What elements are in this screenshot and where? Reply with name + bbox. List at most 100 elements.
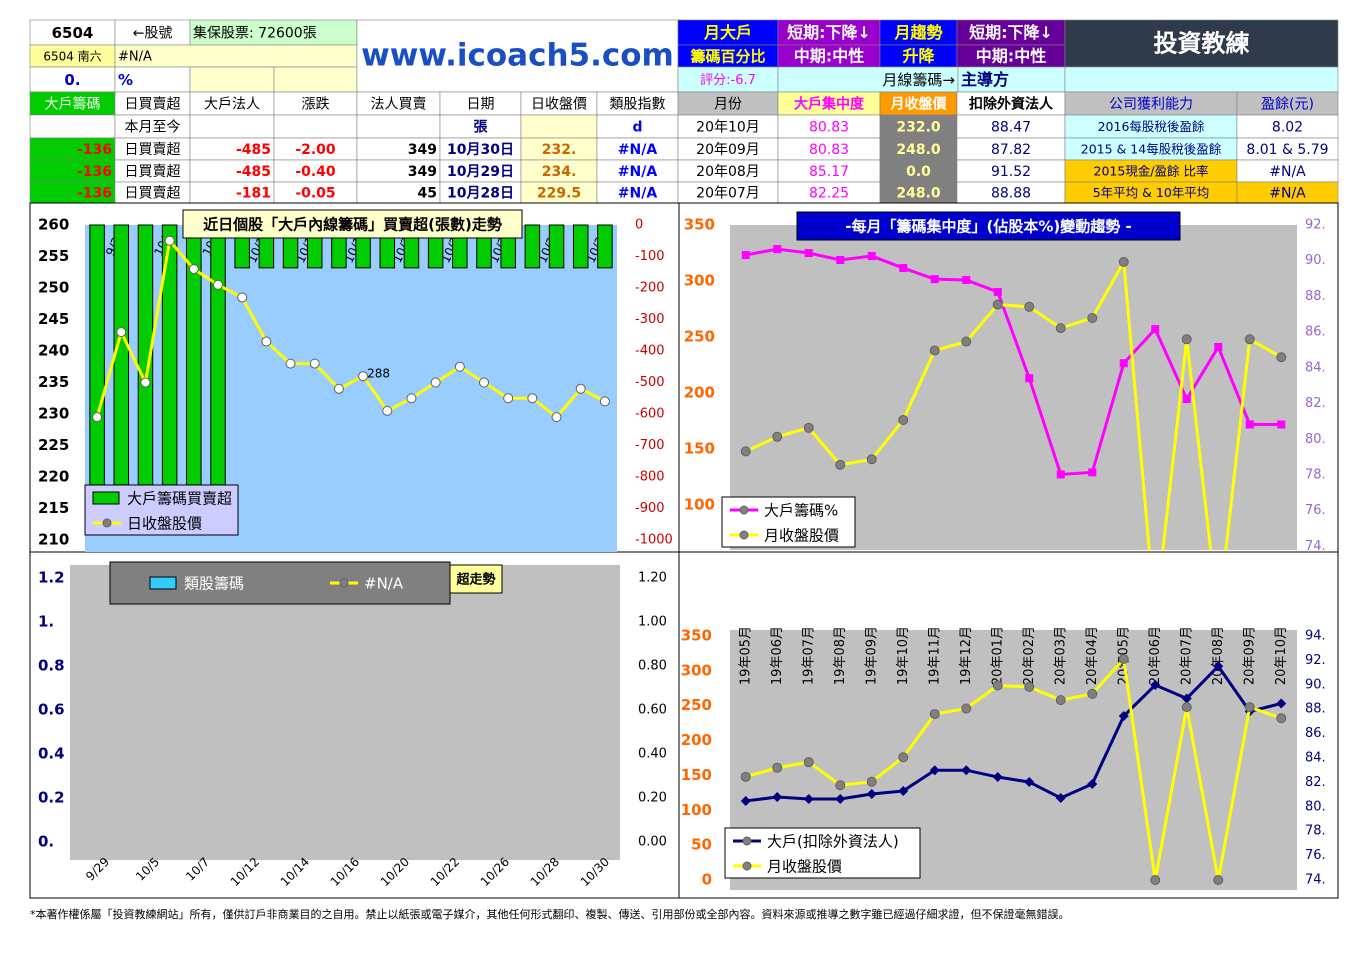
cell-text: -0.05 (295, 186, 335, 202)
marker (1276, 698, 1287, 709)
marker (961, 765, 972, 776)
marker (867, 252, 876, 261)
cell (677, 19, 779, 46)
series-line (95, 237, 606, 420)
bar (524, 224, 541, 269)
y-tick-label: 235 (38, 373, 69, 391)
marker (929, 765, 940, 776)
legend-label: 大戶籌碼% (764, 502, 838, 520)
marker (1150, 875, 1161, 885)
cell-text: 10月30日 (447, 142, 514, 158)
cell-text: 日買賣超 (125, 97, 181, 113)
y2-tick-label: 0 (635, 218, 643, 233)
cell-text: 漲跌 (302, 97, 330, 113)
legend-label: 日收盤股價 (127, 515, 202, 533)
y2-tick-label: 86. (1305, 726, 1326, 741)
y2-tick-label: 1.20 (638, 571, 667, 586)
cell-text: 248.0 (896, 142, 941, 158)
legend-label: 類股籌碼 (184, 575, 244, 593)
cell-text: 大戶籌碼 (45, 97, 101, 113)
x-tick-label: 19年12月 (959, 626, 974, 685)
cell-text: 2015現金/盈餘 比率 (1094, 164, 1209, 179)
cell-text: 234. (542, 164, 577, 180)
y-tick-label: 250 (38, 279, 69, 297)
cell-text: 升降 (902, 47, 935, 66)
marker (358, 371, 369, 382)
marker (866, 776, 877, 787)
x-tick-label: 20年04月 (1085, 626, 1100, 685)
y-tick-label: 150 (684, 440, 715, 458)
marker (406, 393, 417, 404)
y2-tick-label: -1000 (635, 533, 673, 548)
marker (992, 680, 1003, 691)
marker (740, 771, 751, 782)
cell (189, 66, 275, 93)
x-tick-label: 19年08月 (833, 626, 848, 685)
y2-tick-label: 78. (1305, 824, 1326, 839)
legend-label: 大戶(扣除外資法人) (767, 833, 899, 851)
marker (1118, 711, 1129, 722)
y-tick-label: 1.2 (38, 569, 65, 587)
cell-text: 2015 & 14每股稅後盈餘 (1081, 142, 1222, 157)
y-tick-label: 0.2 (38, 789, 65, 807)
y-tick-label: 300 (681, 661, 712, 679)
cell-text: 月大戶 (703, 23, 752, 42)
marker (772, 431, 783, 442)
chart-title: 近日個股「大戶內線籌碼」買賣超(張數)走勢 (203, 216, 502, 234)
cell-text: 盈餘(元) (1261, 96, 1314, 113)
chart-title: -每月「籌碼集中度」(佔股本%)變動趨勢 - (845, 218, 1131, 236)
cell (114, 19, 191, 46)
y-tick-label: 245 (38, 310, 69, 328)
cell-text: 日期 (467, 97, 495, 113)
cell-text: 349 (408, 142, 437, 158)
y-tick-label: 350 (684, 216, 715, 234)
marker (1276, 713, 1287, 724)
y-tick-label: 230 (38, 405, 69, 423)
y-tick-label: 150 (681, 766, 712, 784)
cell-text: -136 (77, 164, 112, 180)
cell (956, 19, 1066, 46)
marker (527, 393, 538, 404)
y2-tick-label: 76. (1305, 848, 1326, 863)
cell (520, 114, 598, 139)
marker (1181, 334, 1192, 345)
y2-tick-label: -900 (635, 501, 665, 516)
bar (548, 224, 565, 269)
charts-frame (29, 202, 1339, 899)
cell-text: 0. (64, 71, 80, 89)
legend-swatch (339, 578, 349, 588)
cell (777, 19, 881, 46)
y-tick-label: 240 (38, 342, 69, 360)
cell-text: 85.17 (809, 164, 849, 180)
marker (1213, 661, 1224, 672)
cell (29, 114, 116, 139)
cell (189, 114, 275, 139)
bar (572, 224, 589, 269)
cell-text: 88.47 (991, 120, 1031, 136)
cell-text: #N/A (1269, 164, 1306, 180)
y2-tick-label: 90. (1305, 677, 1326, 692)
legend-label: 月收盤股價 (764, 527, 839, 545)
cell-text: 月收盤價 (890, 96, 948, 113)
marker (961, 336, 972, 347)
marker (1055, 793, 1066, 804)
marker (898, 415, 909, 425)
y2-tick-label: 84. (1305, 360, 1326, 375)
cell-text: % (118, 71, 133, 89)
x-tick-label: 20年09月 (1242, 626, 1257, 685)
y2-tick-label: 94. (1305, 629, 1326, 644)
cell-text: -485 (236, 164, 271, 180)
y2-tick-label: 80. (1305, 799, 1326, 814)
y-tick-label: 250 (684, 328, 715, 346)
cell-text: 投資教練 (1154, 30, 1250, 58)
cell-text: 20年09月 (696, 142, 760, 158)
y2-tick-label: 92. (1305, 218, 1326, 233)
marker (992, 299, 1003, 310)
y2-tick-label: 84. (1305, 751, 1326, 766)
cell-text: 日收盤價 (531, 96, 587, 113)
marker (803, 757, 814, 768)
y2-tick-label: -700 (635, 438, 665, 453)
marker (1181, 693, 1192, 704)
cell-text: 主導方 (961, 70, 1009, 89)
marker (1244, 334, 1255, 345)
